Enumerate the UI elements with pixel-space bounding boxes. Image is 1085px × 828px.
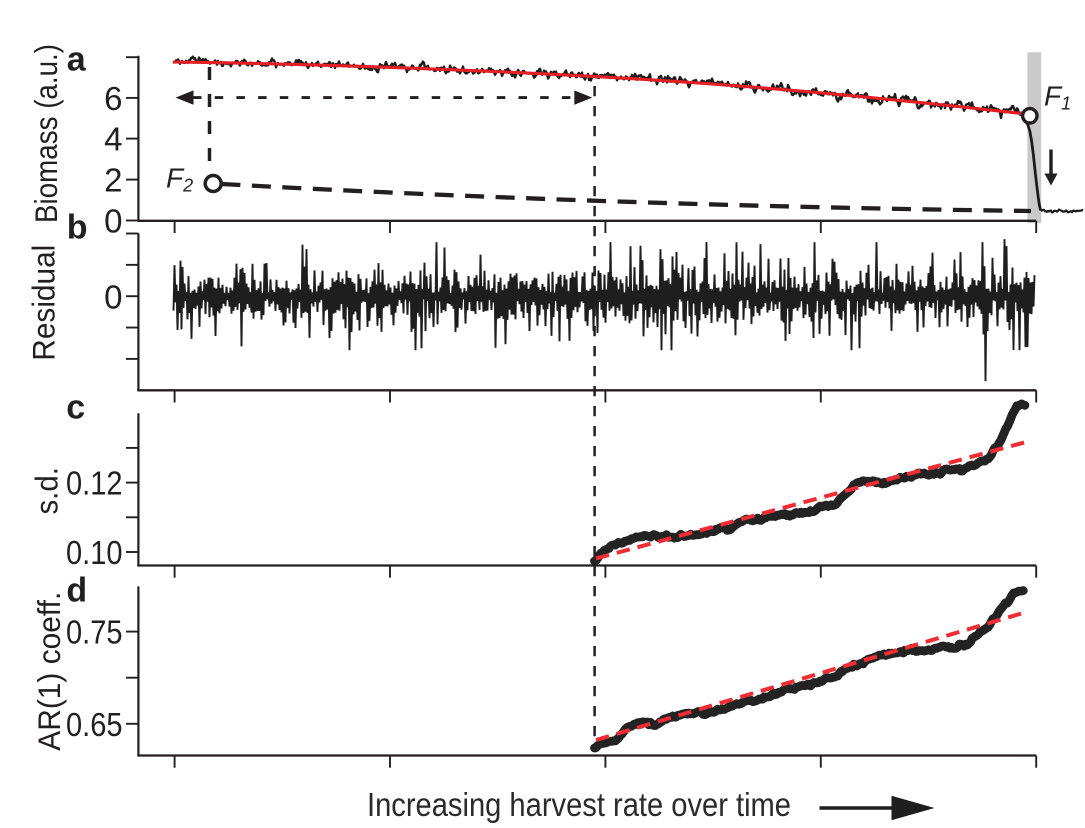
svg-text:c: c: [66, 388, 85, 426]
svg-text:4: 4: [104, 121, 122, 158]
svg-text:0.10: 0.10: [66, 534, 123, 571]
svg-text:0: 0: [104, 278, 122, 315]
svg-text:a: a: [67, 40, 87, 78]
svg-text:d: d: [66, 571, 87, 609]
svg-text:0: 0: [104, 203, 122, 240]
svg-text:AR(1) coeff.: AR(1) coeff.: [31, 592, 67, 751]
svg-text:2: 2: [104, 162, 122, 199]
svg-text:0.12: 0.12: [66, 465, 123, 502]
svg-text:Increasing harvest rate over t: Increasing harvest rate over time: [367, 786, 791, 823]
svg-text:b: b: [67, 208, 88, 246]
svg-text:0.75: 0.75: [66, 614, 123, 651]
svg-text:s.d.: s.d.: [29, 467, 65, 515]
svg-text:0.65: 0.65: [66, 706, 123, 743]
svg-text:Residual: Residual: [26, 245, 62, 361]
svg-text:6: 6: [104, 80, 122, 117]
svg-text:Biomass (a.u.): Biomass (a.u.): [28, 44, 64, 223]
